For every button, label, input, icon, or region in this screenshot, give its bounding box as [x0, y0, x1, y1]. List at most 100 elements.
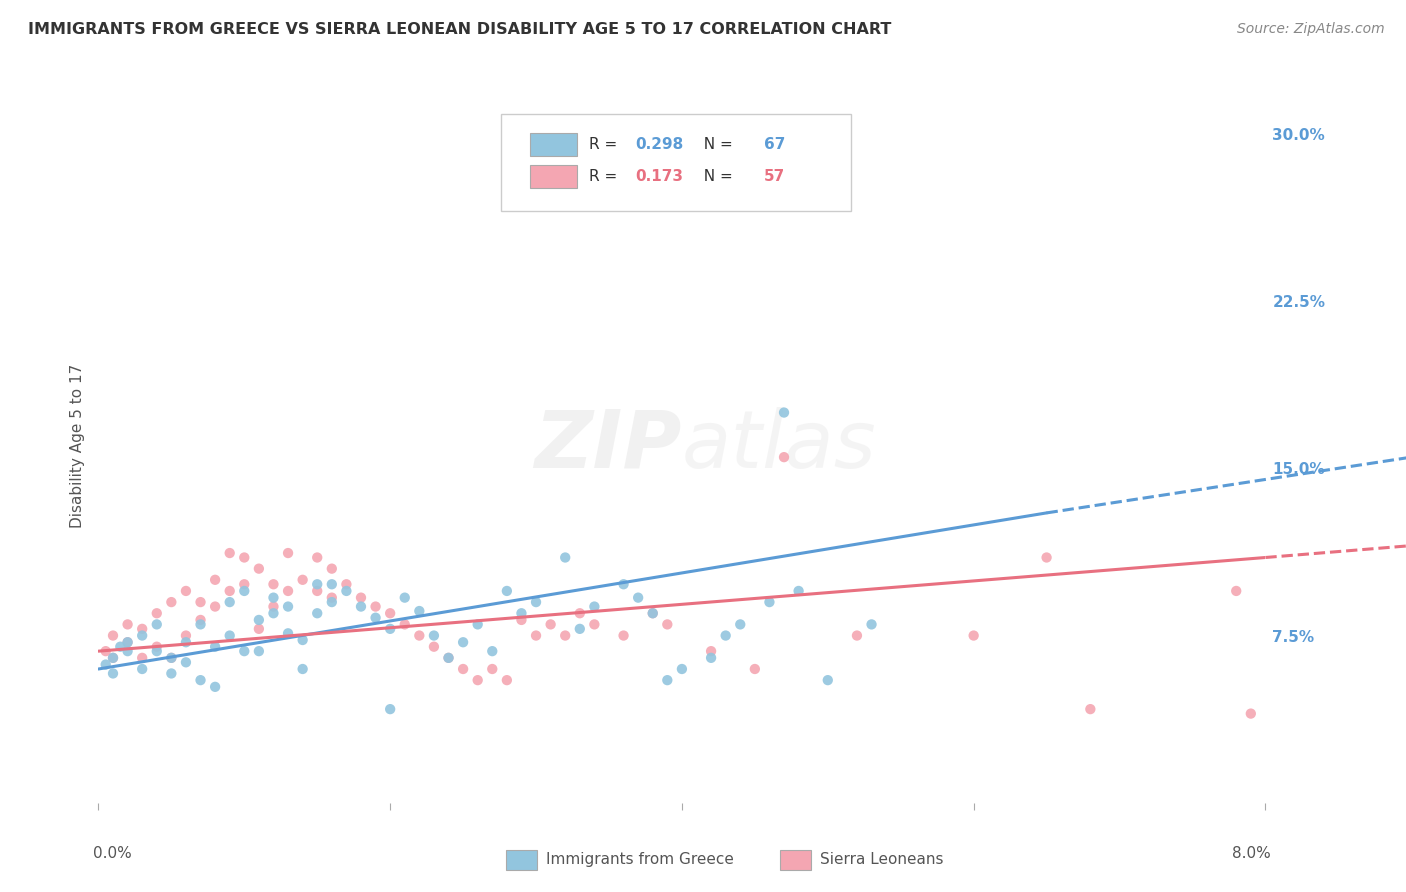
Point — [481, 644, 503, 658]
Point — [496, 673, 519, 687]
Point — [160, 651, 183, 665]
Point — [860, 617, 883, 632]
Point — [350, 591, 373, 605]
Point — [204, 640, 226, 654]
Point — [146, 617, 169, 632]
Point — [117, 635, 139, 649]
Point — [758, 595, 780, 609]
Point — [364, 599, 387, 614]
Point — [773, 405, 796, 420]
Point — [496, 171, 519, 186]
Point — [174, 628, 197, 642]
Point — [408, 628, 430, 642]
Point — [307, 550, 329, 565]
Point — [962, 628, 984, 642]
Point — [291, 633, 314, 648]
Point — [657, 673, 679, 687]
Point — [247, 644, 270, 658]
Point — [408, 604, 430, 618]
Point — [291, 573, 314, 587]
Point — [568, 607, 591, 621]
Point — [451, 662, 474, 676]
Point — [101, 651, 124, 665]
Point — [335, 583, 357, 598]
Text: 8.0%: 8.0% — [1233, 846, 1271, 861]
Point — [612, 577, 634, 591]
Point — [277, 626, 299, 640]
Point — [378, 622, 402, 636]
Point — [583, 617, 606, 632]
Point — [277, 583, 299, 598]
Point — [540, 617, 562, 632]
Point — [641, 607, 664, 621]
Point — [437, 651, 460, 665]
Point — [247, 622, 270, 636]
Text: Immigrants from Greece: Immigrants from Greece — [546, 853, 734, 867]
Point — [714, 628, 737, 642]
Point — [1035, 550, 1057, 565]
Point — [700, 651, 723, 665]
Point — [350, 599, 373, 614]
Point — [787, 583, 810, 598]
Point — [846, 628, 869, 642]
Point — [423, 640, 446, 654]
Text: R =: R = — [589, 136, 621, 152]
Point — [321, 595, 343, 609]
Text: 67: 67 — [763, 136, 785, 152]
Point — [218, 595, 240, 609]
Point — [174, 635, 197, 649]
Point — [160, 595, 183, 609]
Point — [233, 583, 256, 598]
Text: N =: N = — [693, 169, 737, 184]
Point — [394, 591, 416, 605]
Point — [262, 577, 284, 591]
Point — [335, 577, 357, 591]
Point — [612, 628, 634, 642]
Point — [394, 617, 416, 632]
Point — [204, 573, 226, 587]
Point — [510, 607, 533, 621]
Point — [291, 662, 314, 676]
Text: 0.0%: 0.0% — [93, 846, 131, 861]
Bar — [530, 133, 576, 155]
Point — [641, 607, 664, 621]
Point — [94, 644, 117, 658]
Point — [262, 591, 284, 605]
Point — [524, 595, 547, 609]
Text: Source: ZipAtlas.com: Source: ZipAtlas.com — [1237, 22, 1385, 37]
Point — [174, 583, 197, 598]
Point — [146, 607, 169, 621]
Point — [510, 613, 533, 627]
Point — [131, 628, 153, 642]
Point — [117, 644, 139, 658]
Y-axis label: Disability Age 5 to 17: Disability Age 5 to 17 — [69, 364, 84, 528]
Point — [1240, 706, 1263, 721]
Point — [423, 628, 446, 642]
Text: IMMIGRANTS FROM GREECE VS SIERRA LEONEAN DISABILITY AGE 5 TO 17 CORRELATION CHAR: IMMIGRANTS FROM GREECE VS SIERRA LEONEAN… — [28, 22, 891, 37]
Point — [496, 583, 519, 598]
Point — [190, 595, 212, 609]
Point — [378, 702, 402, 716]
Point — [364, 610, 387, 624]
Text: 0.298: 0.298 — [636, 136, 683, 152]
Point — [1080, 702, 1102, 716]
Point — [671, 662, 693, 676]
Point — [728, 617, 751, 632]
Point — [554, 550, 576, 565]
Point — [117, 635, 139, 649]
Point — [247, 562, 270, 576]
Point — [378, 607, 402, 621]
Text: R =: R = — [589, 169, 621, 184]
Point — [321, 562, 343, 576]
Point — [218, 546, 240, 560]
Point — [583, 599, 606, 614]
Point — [481, 662, 503, 676]
Point — [437, 651, 460, 665]
Point — [451, 635, 474, 649]
Point — [262, 599, 284, 614]
Point — [233, 550, 256, 565]
Point — [817, 673, 839, 687]
Point — [101, 651, 124, 665]
Point — [190, 617, 212, 632]
Text: 0.173: 0.173 — [636, 169, 683, 184]
